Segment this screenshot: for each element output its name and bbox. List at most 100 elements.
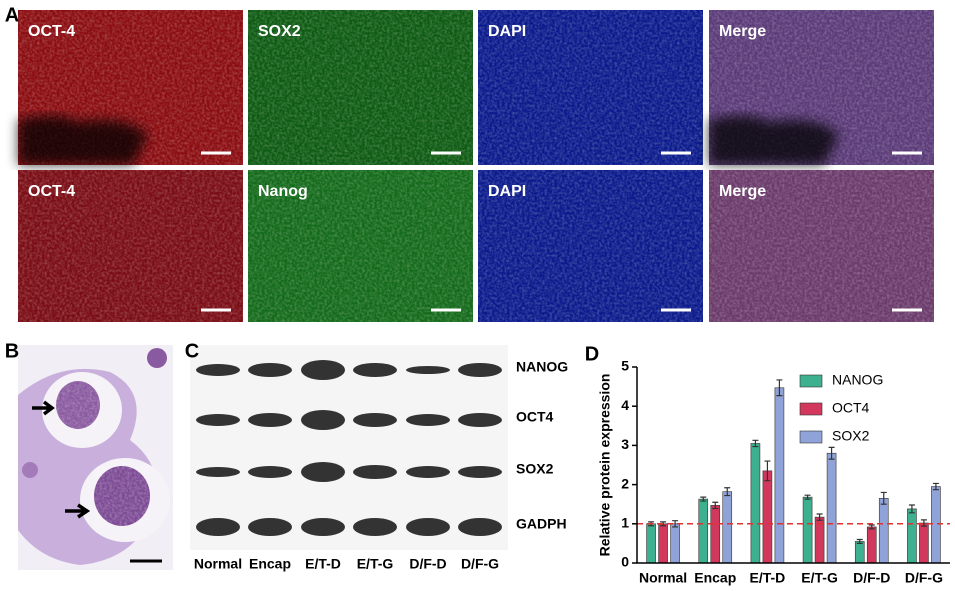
bar: [698, 498, 709, 564]
panel-label: D: [585, 343, 599, 365]
bar: [854, 541, 865, 564]
error-bar: [816, 513, 823, 521]
y-tick-label: 1: [621, 515, 629, 531]
x-tick-label: E/T-D: [750, 570, 786, 586]
error-bar: [868, 524, 875, 530]
bar: [774, 387, 785, 564]
image-label: Nanog: [258, 183, 308, 200]
x-tick-label: Normal: [639, 570, 687, 586]
band: [458, 518, 502, 536]
bar: [750, 443, 761, 564]
lane-label: D/F-G: [461, 556, 499, 572]
lane-label: D/F-D: [409, 556, 446, 572]
western-blot: NANOG OCT4 SOX2 GADPH Normal Encap E/T-D E/T-G D…: [190, 345, 568, 572]
error-bar: [776, 379, 783, 397]
texture: [248, 170, 473, 322]
error-bar: [660, 521, 667, 527]
image-label: Merge: [719, 23, 766, 40]
bar: [878, 498, 889, 564]
image-label: Merge: [719, 183, 766, 200]
bar: [907, 508, 917, 564]
legend-label: OCT4: [832, 400, 870, 416]
dark-region: [18, 115, 148, 165]
lane-label: E/T-G: [357, 556, 394, 572]
bar: [919, 522, 929, 564]
x-tick-label: Encap: [694, 570, 736, 586]
panel-label: B: [5, 340, 19, 362]
texture: [478, 170, 703, 322]
bar: [931, 486, 941, 564]
error-bar: [908, 504, 915, 514]
error-bar: [764, 460, 771, 482]
bar: [826, 452, 837, 564]
band: [406, 466, 450, 478]
error-bar: [672, 520, 679, 528]
band: [248, 413, 292, 427]
error-bar: [724, 487, 731, 497]
axes: [636, 367, 950, 564]
band: [248, 363, 292, 377]
y-tick-label: 2: [621, 475, 629, 491]
error-bar: [712, 501, 719, 510]
band: [196, 467, 240, 477]
panel-label: A: [5, 4, 19, 26]
bar: [658, 523, 668, 564]
legend-label: NANOG: [832, 372, 883, 388]
legend-swatch: [799, 402, 823, 416]
protein-label: GADPH: [516, 516, 567, 532]
y-tick-label: 5: [621, 358, 629, 374]
band: [353, 413, 397, 427]
y-tick-label: 4: [621, 397, 629, 413]
protein-label: NANOG: [516, 359, 568, 375]
error-bar: [880, 491, 887, 505]
bar: [866, 526, 877, 564]
bar: [802, 496, 813, 564]
texture: [709, 170, 934, 322]
protein-label: SOX2: [516, 461, 554, 477]
x-tick-label: E/T-G: [801, 570, 838, 586]
y-axis-label: Relative protein expression: [597, 374, 613, 557]
error-bar: [828, 446, 835, 460]
band: [458, 363, 502, 377]
lane-label: Encap: [249, 556, 291, 572]
texture: [18, 170, 243, 322]
image-label: DAPI: [488, 183, 526, 200]
image-label: DAPI: [488, 23, 526, 40]
band: [196, 414, 240, 426]
legend-swatch: [799, 374, 823, 388]
band: [406, 518, 450, 536]
band: [196, 364, 240, 376]
dark-region: [709, 115, 839, 165]
error-bar: [700, 496, 707, 502]
texture: [248, 10, 473, 165]
bar: [710, 505, 721, 564]
lane-label: Normal: [194, 556, 242, 572]
band: [353, 465, 397, 479]
panel-label: C: [185, 340, 199, 362]
x-tick-label: D/F-D: [853, 570, 890, 586]
bar: [646, 523, 656, 564]
micrographs: OCT-4 SOX2 DAPI Merge OCT-4 Nanog DAPI Merge: [18, 10, 934, 322]
x-tick-label: D/F-G: [905, 570, 943, 586]
lane-label: E/T-D: [305, 556, 341, 572]
y-tick-label: 3: [621, 436, 629, 452]
error-bar: [856, 538, 863, 544]
image-label: OCT-4: [28, 23, 75, 40]
texture: [478, 10, 703, 165]
he-stain: [18, 345, 173, 570]
image-label: OCT-4: [28, 183, 75, 200]
protein-label: OCT4: [516, 409, 554, 425]
error-bar: [752, 439, 759, 448]
band: [301, 360, 345, 380]
bar: [762, 470, 773, 564]
band: [406, 414, 450, 426]
legend-swatch: [799, 430, 823, 444]
band: [406, 366, 450, 374]
band: [458, 466, 502, 478]
band: [196, 518, 240, 536]
band: [458, 413, 502, 427]
band: [248, 466, 292, 478]
legend-label: SOX2: [832, 428, 870, 444]
band: [301, 410, 345, 430]
